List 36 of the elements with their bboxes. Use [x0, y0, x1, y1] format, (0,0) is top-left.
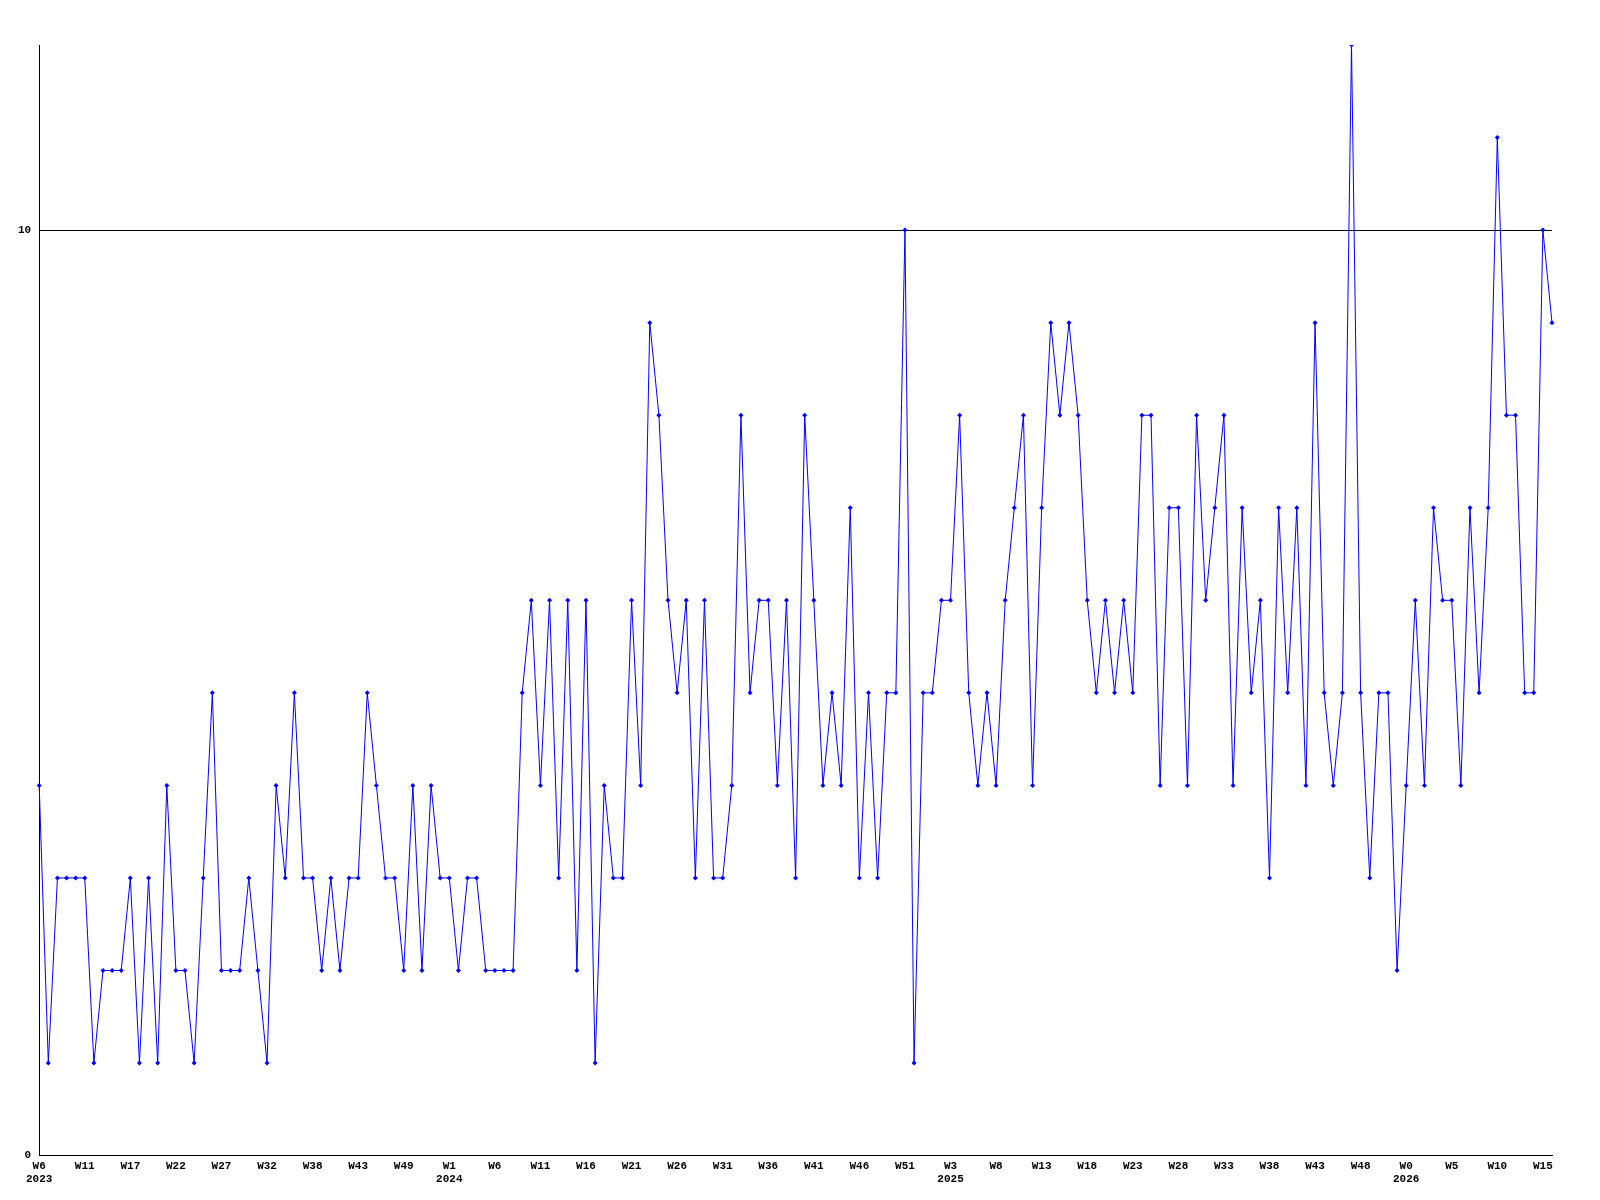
x-tick-label: W28 [1168, 1159, 1189, 1172]
x-tick-label: W43 [1305, 1159, 1326, 1172]
x-tick-label: W21 [621, 1159, 642, 1172]
x-tick-label: W15 [1532, 1159, 1554, 1172]
x-tick-label: W38 [302, 1159, 323, 1172]
x-tick-label: W5 [1445, 1159, 1459, 1172]
x-tick-label: W22 [165, 1159, 186, 1172]
x-tick-label: W49 [393, 1159, 414, 1172]
x-tick-label: W11 [74, 1159, 96, 1172]
x-tick-label: W41 [803, 1159, 825, 1172]
x-tick-label: W6 2023 [26, 1159, 53, 1186]
x-tick-label: W11 [530, 1159, 551, 1172]
y-tick-label: 10 [18, 223, 32, 236]
x-tick-label: W31 [712, 1159, 733, 1172]
x-tick-label: W46 [849, 1159, 870, 1172]
x-tick-label: W33 [1214, 1159, 1235, 1172]
y-tick-label: 0 [24, 1149, 32, 1162]
x-tick-label: W0 2026 [1392, 1159, 1420, 1186]
x-tick-label: W10 [1487, 1159, 1508, 1172]
x-tick-label: W51 [895, 1159, 916, 1172]
x-tick-label: W38 [1259, 1159, 1280, 1172]
x-tick-label: W26 [667, 1159, 688, 1172]
x-tick-label: W3 2025 [937, 1159, 965, 1186]
x-tick-label: W32 [257, 1159, 277, 1172]
x-tick-label: W16 [576, 1159, 596, 1172]
x-tick-label: W8 [989, 1159, 1004, 1172]
x-tick-label: W48 [1350, 1159, 1371, 1172]
x-tick-label: W17 [120, 1159, 141, 1172]
x-tick-label: W23 [1122, 1159, 1144, 1172]
x-tick-label: W13 [1031, 1159, 1052, 1172]
x-tick-label: W36 [758, 1159, 779, 1172]
x-tick-label: W43 [348, 1159, 369, 1172]
x-tick-label: W27 [211, 1159, 232, 1172]
x-tick-label: W18 [1077, 1159, 1098, 1172]
x-tick-label: W1 2024 [436, 1159, 463, 1186]
x-tick-label: W6 [488, 1159, 502, 1172]
